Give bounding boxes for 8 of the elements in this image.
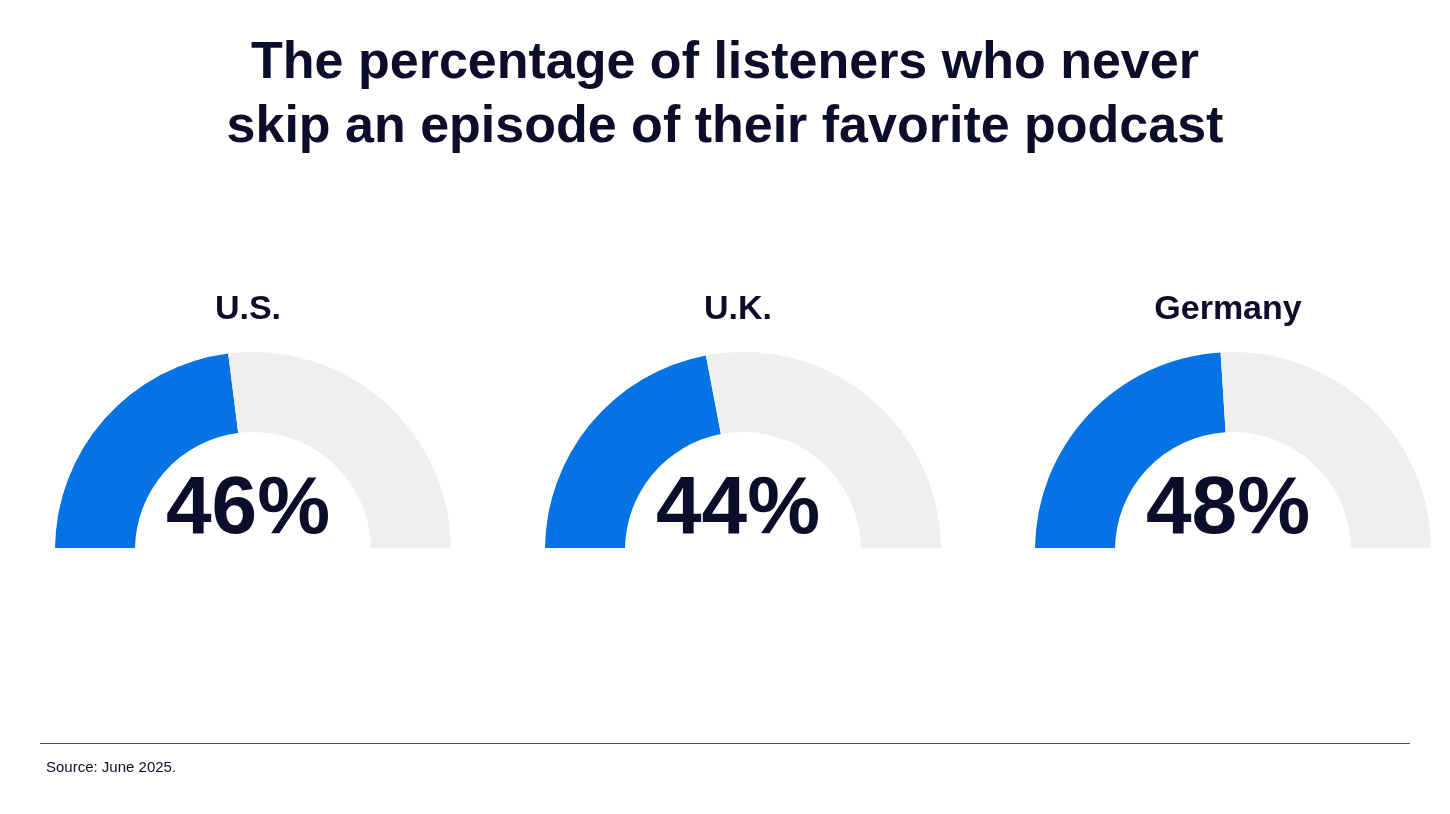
- chart-subtitle: Germany: [1153, 288, 1303, 327]
- data-label: 44%: [654, 459, 822, 550]
- text: The percentage of listeners who never skip an episode of their favorite podcast: [225, 30, 1225, 155]
- chart-subtitle: U.K.: [703, 288, 773, 327]
- chart-subtitle: U.S.: [213, 288, 283, 327]
- data-label: 48%: [1144, 459, 1312, 550]
- source-note: Source: June 2025.: [46, 758, 178, 775]
- data-label: 46%: [164, 459, 332, 550]
